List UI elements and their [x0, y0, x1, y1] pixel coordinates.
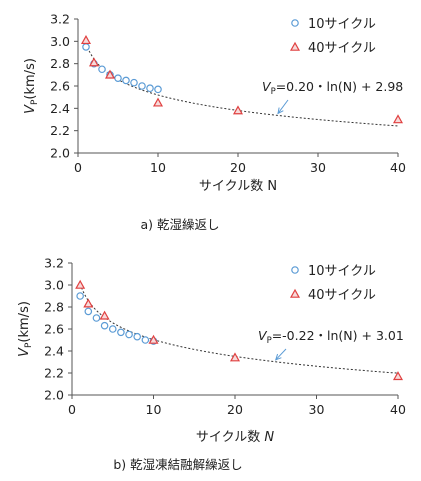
- data-point-10-cycle: [82, 43, 90, 51]
- chart-a: 2.0 2.2 2.4 2.6 2.8 3.0 3.2 0 10 20 30 40 VP(km/s) サイ…: [23, 8, 406, 232]
- data-point-10-cycle: [122, 76, 130, 85]
- data-point-40-cycle: [392, 371, 404, 381]
- x-tick-label: 40: [390, 402, 406, 417]
- y-tick-label: 3.2: [50, 12, 70, 27]
- y-tick-label: 3.0: [44, 278, 64, 293]
- data-point-10-cycle: [98, 65, 106, 74]
- data-point-40-cycle: [392, 114, 404, 124]
- equation-arrow: [275, 348, 287, 361]
- y-tick-label: 2.2: [50, 123, 70, 138]
- data-point-10-cycle: [125, 330, 133, 339]
- x-tick-label: 40: [390, 160, 406, 175]
- data-point-40-cycle: [88, 57, 100, 67]
- data-point-10-cycle: [92, 314, 101, 322]
- data-point-10-cycle: [114, 74, 122, 82]
- equation-arrow: [277, 99, 289, 114]
- y-tick-label: 3.2: [44, 256, 64, 271]
- data-point-40-cycle: [232, 105, 244, 115]
- equation-arrow-head: [274, 353, 282, 361]
- fit-equation-label: VP=0.20・ln(N) + 2.98: [262, 79, 403, 97]
- chart-caption: b) 乾湿凍結融解繰返し: [113, 457, 242, 472]
- data-point-10-cycle: [154, 85, 162, 94]
- legend-label: 40サイクル: [308, 288, 376, 303]
- data-point-10-cycle: [100, 321, 109, 330]
- data-point-10-cycle: [108, 325, 117, 333]
- y-axis-title: VP(km/s): [23, 58, 40, 114]
- x-tick-label: 30: [309, 402, 325, 417]
- data-point-40-cycle: [148, 334, 159, 344]
- x-tick-label: 10: [146, 402, 162, 417]
- data-point-40-cycle: [83, 298, 94, 308]
- y-tick-label: 2.0: [44, 388, 64, 403]
- data-point-10-cycle: [76, 292, 84, 300]
- x-tick-label: 20: [227, 402, 243, 417]
- legend-label: 10サイクル: [308, 17, 376, 32]
- data-point-40-cycle: [152, 97, 164, 107]
- legend-box: [283, 8, 401, 60]
- y-tick-label: 2.4: [50, 101, 70, 116]
- legend-label: 10サイクル: [308, 264, 376, 279]
- x-axis-title: サイクル数 N: [199, 179, 277, 194]
- x-tick-label: 10: [150, 160, 166, 175]
- chart-caption: a) 乾湿繰返し: [140, 217, 219, 232]
- x-tick-label: 0: [74, 160, 82, 175]
- x-tick-label: 0: [68, 402, 76, 417]
- y-tick-label: 3.0: [50, 34, 70, 49]
- y-tick-label: 2.4: [44, 344, 64, 359]
- legend-marker-circle-icon: [291, 19, 299, 27]
- legend-marker-triangle-icon: [289, 288, 301, 298]
- x-tick-label: 30: [310, 160, 326, 175]
- legend-box: [283, 255, 401, 307]
- data-point-40-cycle: [104, 69, 116, 79]
- y-axis-title: VP(km/s): [17, 301, 34, 357]
- data-point-40-cycle: [75, 279, 86, 289]
- legend-marker-circle-icon: [291, 266, 299, 274]
- data-point-40-cycle: [80, 34, 92, 45]
- x-tick-label: 20: [230, 160, 246, 175]
- y-tick-label: 2.0: [50, 146, 70, 161]
- data-point-40-cycle: [99, 310, 110, 320]
- data-point-10-cycle: [138, 82, 146, 90]
- data-point-10-cycle: [146, 84, 154, 93]
- data-point-40-cycle: [229, 352, 241, 362]
- data-point-10-cycle: [141, 336, 150, 344]
- fit-curve: [85, 43, 399, 127]
- fit-equation-label: VP=-0.22・ln(N) + 3.01: [258, 328, 404, 346]
- y-tick-label: 2.2: [44, 366, 64, 381]
- data-point-10-cycle: [133, 332, 142, 341]
- data-point-10-cycle: [130, 78, 138, 87]
- x-axis-title: サイクル数 N: [196, 430, 274, 445]
- y-tick-label: 2.6: [44, 322, 64, 337]
- data-point-10-cycle: [117, 328, 125, 337]
- legend-marker-triangle-icon: [289, 41, 301, 51]
- legend-label: 40サイクル: [308, 41, 376, 56]
- chart-b: 2.0 2.2 2.4 2.6 2.8 3.0 3.2 0 10 20 30 40 VP(km/s) サイ…: [17, 255, 406, 472]
- y-tick-label: 2.8: [50, 56, 70, 71]
- y-tick-label: 2.6: [50, 79, 70, 94]
- data-point-10-cycle: [84, 307, 93, 316]
- equation-arrow-head: [277, 107, 284, 115]
- y-tick-label: 2.8: [44, 300, 64, 315]
